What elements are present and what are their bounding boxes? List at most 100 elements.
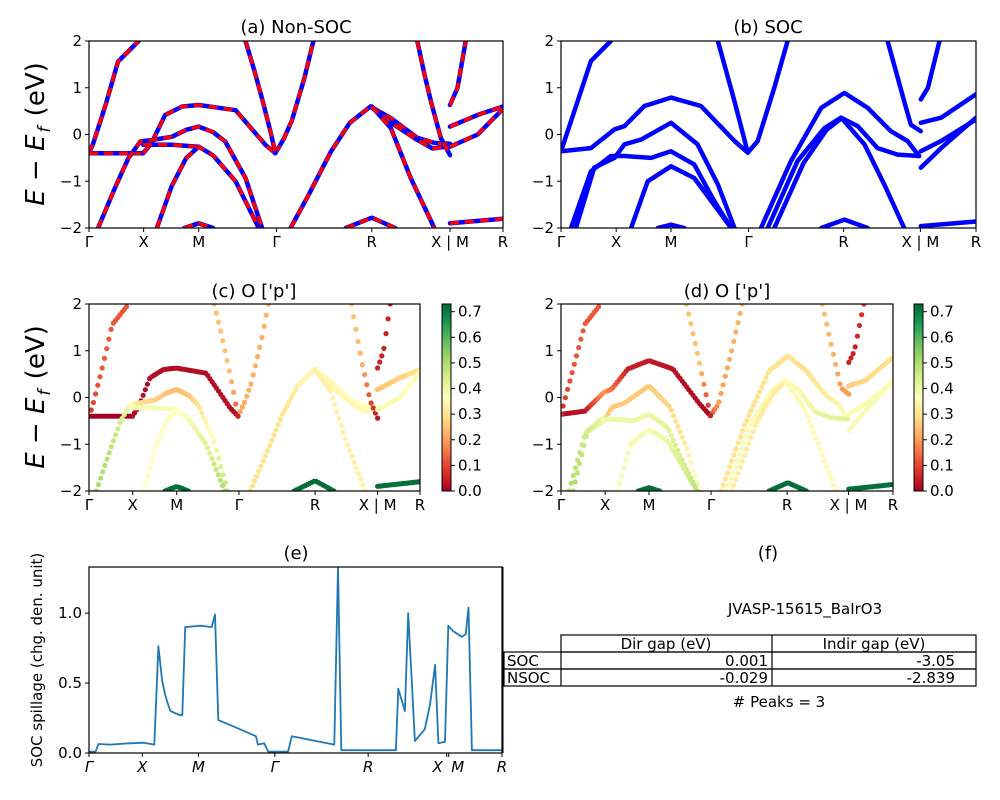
projection-point bbox=[95, 382, 101, 388]
projection-point bbox=[759, 411, 765, 417]
projection-point bbox=[621, 465, 627, 471]
x-tick-label: R bbox=[363, 758, 373, 776]
band-line bbox=[154, 144, 261, 228]
projection-point bbox=[746, 412, 752, 418]
projection-point bbox=[854, 333, 861, 339]
projection-point bbox=[679, 434, 685, 440]
x-tick-label: M bbox=[451, 758, 464, 776]
projection-point bbox=[280, 411, 286, 417]
panel-a-ylabel: E − Ef (eV) bbox=[21, 62, 55, 206]
projection-point bbox=[144, 381, 150, 387]
projection-point bbox=[375, 365, 381, 371]
colorbar-tick-label: 0.7 bbox=[930, 303, 954, 321]
projection-point bbox=[194, 401, 200, 407]
projection-point bbox=[284, 403, 290, 409]
projection-point bbox=[220, 472, 226, 478]
projection-point bbox=[819, 452, 826, 458]
projection-point bbox=[742, 422, 748, 428]
projection-point bbox=[701, 381, 707, 387]
colorbar: 0.0 0.1 0.2 0.3 0.4 0.5 0.6 0.7 bbox=[913, 303, 954, 500]
projection-point bbox=[675, 447, 681, 453]
x-tick-label: X | M bbox=[901, 233, 939, 251]
projection-point bbox=[670, 437, 676, 443]
projection-point bbox=[737, 310, 743, 316]
projection-point bbox=[355, 338, 361, 345]
projection-point bbox=[203, 419, 209, 425]
projection-point bbox=[666, 427, 672, 433]
projection-point bbox=[357, 350, 363, 356]
projection-point bbox=[241, 399, 248, 405]
colorbar-tick-label: 0.0 bbox=[930, 482, 954, 500]
projection-point bbox=[601, 418, 607, 424]
projection-point bbox=[744, 417, 750, 423]
projection-point bbox=[100, 469, 106, 475]
projection-point bbox=[113, 432, 119, 438]
band-line bbox=[818, 217, 870, 228]
projection-point bbox=[735, 320, 741, 326]
projection-point bbox=[666, 403, 672, 409]
panel-d-title: (d) O ['p'] bbox=[684, 281, 770, 302]
band-line bbox=[561, 41, 614, 154]
panel-f-title: (f) bbox=[758, 543, 778, 564]
colorbar-tick-label: 0.5 bbox=[458, 354, 482, 372]
projection-point bbox=[890, 481, 893, 488]
projection-point bbox=[583, 433, 589, 439]
projection-point bbox=[149, 458, 155, 464]
spillage-line bbox=[89, 567, 502, 753]
projection-point bbox=[748, 435, 754, 441]
projection-point bbox=[763, 403, 769, 410]
x-tick-label: Γ bbox=[271, 758, 281, 776]
projection-point bbox=[151, 450, 157, 456]
projection-point bbox=[217, 477, 223, 483]
projection-point bbox=[569, 370, 575, 376]
band-line bbox=[772, 116, 844, 228]
projection-point bbox=[102, 462, 108, 468]
projection-point bbox=[123, 408, 129, 414]
x-tick-label: M bbox=[192, 758, 205, 776]
projection-point bbox=[677, 429, 683, 435]
projection-point bbox=[336, 415, 342, 421]
band-line bbox=[765, 115, 922, 228]
projection-point bbox=[256, 468, 262, 474]
projection-point bbox=[752, 398, 758, 404]
band-line bbox=[561, 95, 751, 155]
y-tick-label: 0.5 bbox=[58, 674, 82, 692]
col-header-indir-gap: Indir gap (eV) bbox=[823, 635, 926, 653]
projection-point bbox=[811, 429, 817, 435]
projection-point bbox=[802, 407, 808, 413]
projection-point bbox=[720, 482, 726, 488]
x-tick-label: R bbox=[782, 496, 792, 514]
band-line-dashed bbox=[289, 104, 451, 228]
projection-point bbox=[731, 452, 737, 458]
projection-point bbox=[258, 463, 264, 469]
soc-indir-gap: -3.05 bbox=[916, 652, 955, 670]
colorbar-tick-label: 0.5 bbox=[930, 354, 954, 372]
projection-point bbox=[215, 319, 222, 325]
projection-point bbox=[618, 473, 625, 479]
projection-point bbox=[815, 440, 821, 446]
colorbar: 0.0 0.1 0.2 0.3 0.4 0.5 0.6 0.7 bbox=[441, 303, 482, 500]
band-line bbox=[918, 92, 976, 126]
projection-point bbox=[757, 389, 763, 395]
projection-point bbox=[856, 322, 863, 329]
colorbar-gradient bbox=[441, 303, 452, 492]
band-line-dashed bbox=[345, 215, 397, 228]
projection-point bbox=[359, 362, 365, 368]
soc-dir-gap: 0.001 bbox=[725, 652, 768, 670]
projection-point bbox=[145, 473, 151, 479]
projection-point bbox=[561, 403, 566, 409]
x-tick-label: R bbox=[497, 758, 507, 776]
projection-point bbox=[828, 341, 834, 347]
projection-point bbox=[733, 329, 739, 335]
projection-point bbox=[741, 440, 747, 446]
x-tick-label: X bbox=[611, 233, 621, 251]
projection-point bbox=[861, 304, 867, 307]
projection-point bbox=[213, 466, 219, 472]
projection-point bbox=[239, 404, 245, 410]
projection-point bbox=[362, 488, 368, 491]
projection-point bbox=[211, 461, 217, 467]
projection-point bbox=[89, 407, 94, 413]
projection-point bbox=[724, 365, 731, 371]
projection-point bbox=[101, 355, 107, 361]
